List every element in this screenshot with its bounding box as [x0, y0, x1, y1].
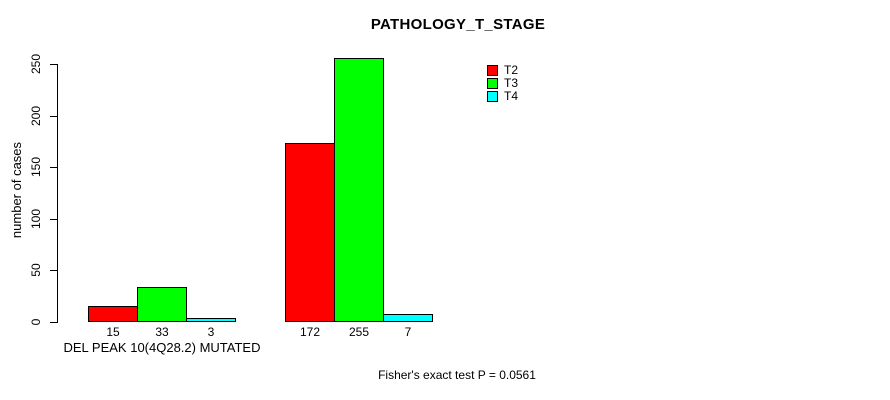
x-group-label: DEL PEAK 10(4Q28.2) MUTATED [63, 340, 261, 355]
y-tick-mark [50, 116, 57, 117]
bar-value-label: 7 [404, 325, 412, 339]
y-tick-label: 200 [29, 105, 43, 127]
bar-value-label: 33 [155, 325, 169, 339]
y-axis-line [57, 64, 58, 323]
y-tick-mark [50, 270, 57, 271]
legend-swatch-T3 [487, 78, 498, 89]
legend-label-T4: T4 [504, 89, 519, 103]
bar-value-label: 255 [348, 325, 370, 339]
bar-value-label: 172 [299, 325, 321, 339]
y-tick-label: 150 [29, 156, 43, 178]
legend-swatch-T4 [487, 91, 498, 102]
y-tick-mark [50, 322, 57, 323]
y-tick-mark [50, 167, 57, 168]
y-tick-label: 0 [29, 318, 43, 326]
pvalue-annotation: Fisher's exact test P = 0.0561 [378, 368, 536, 382]
bar-value-label: 3 [207, 325, 215, 339]
bar-T4-group1 [186, 318, 236, 322]
bar-T2-group1 [88, 306, 138, 322]
bar-T4-group2 [383, 314, 433, 322]
y-tick-label: 50 [29, 263, 43, 277]
bar-T3-group2 [334, 58, 384, 322]
y-axis-label: number of cases [9, 141, 24, 239]
bar-T2-group2 [285, 143, 335, 322]
legend-label-T2: T2 [504, 63, 519, 77]
y-tick-label: 100 [29, 208, 43, 230]
legend-swatch-T2 [487, 65, 498, 76]
bar-T3-group1 [137, 287, 187, 322]
y-tick-mark [50, 64, 57, 65]
bar-value-label: 15 [106, 325, 120, 339]
legend-label-T3: T3 [504, 76, 519, 90]
chart-title: PATHOLOGY_T_STAGE [370, 16, 546, 33]
y-tick-label: 250 [29, 53, 43, 75]
y-tick-mark [50, 219, 57, 220]
